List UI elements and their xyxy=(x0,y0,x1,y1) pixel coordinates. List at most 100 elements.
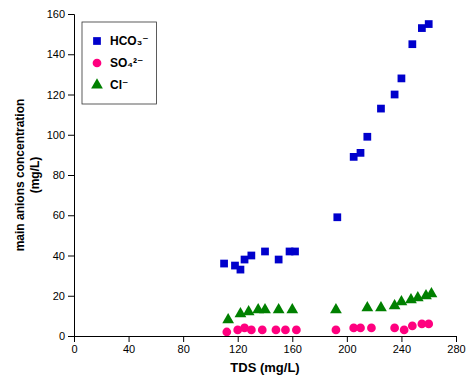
y-axis-line xyxy=(68,15,75,337)
legend-frame xyxy=(82,22,157,104)
point xyxy=(425,20,433,28)
point xyxy=(275,256,283,264)
y-tick-mark xyxy=(68,175,74,176)
point xyxy=(222,328,231,336)
point xyxy=(390,324,399,333)
x-tick: 120 xyxy=(229,336,247,355)
x-tick-mark xyxy=(292,336,293,342)
series xyxy=(222,287,437,323)
legend-symbol xyxy=(91,78,103,88)
y-axis-title-line: (mg/L) xyxy=(28,157,42,194)
x-tick: 0 xyxy=(71,336,77,355)
legend-label: HCO₃⁻ xyxy=(110,34,149,48)
y-axis: 0 20 40 60 80 100 120 140 160 xyxy=(47,8,75,342)
y-tick-mark xyxy=(68,256,74,257)
series xyxy=(222,320,433,336)
x-tick: 40 xyxy=(123,336,135,355)
x-tick: 160 xyxy=(284,336,302,355)
y-tick: 20 xyxy=(53,290,74,302)
point xyxy=(356,324,365,333)
point xyxy=(241,256,249,264)
point xyxy=(375,301,387,311)
x-tick-mark xyxy=(183,336,184,342)
legend-symbol xyxy=(93,37,101,45)
x-tick-mark xyxy=(401,336,402,342)
y-tick-mark xyxy=(68,336,74,337)
y-tick-label: 140 xyxy=(47,48,65,60)
point xyxy=(357,149,365,157)
y-axis-title: main anions concentration(mg/L) xyxy=(13,99,41,252)
y-tick-mark xyxy=(68,135,74,136)
point xyxy=(286,303,298,313)
legend: HCO₃⁻ SO₄²⁻ Cl⁻ xyxy=(82,22,157,104)
point xyxy=(391,91,399,99)
x-tick-mark xyxy=(456,336,457,342)
point xyxy=(247,252,255,260)
point xyxy=(408,322,417,331)
y-tick-label: 100 xyxy=(47,129,65,141)
y-tick: 100 xyxy=(47,129,74,141)
legend-label: Cl⁻ xyxy=(110,78,128,92)
y-tick-label: 80 xyxy=(53,169,65,181)
y-tick-label: 20 xyxy=(53,290,65,302)
point xyxy=(222,313,234,323)
x-axis-title: TDS (mg/L) xyxy=(230,360,299,375)
point xyxy=(281,326,290,335)
point xyxy=(418,24,426,32)
x-tick-label: 40 xyxy=(123,343,135,355)
point xyxy=(333,213,341,221)
point xyxy=(258,326,267,335)
x-tick-label: 0 xyxy=(71,343,77,355)
y-tick-mark xyxy=(68,215,74,216)
y-tick: 60 xyxy=(53,209,74,221)
y-tick: 140 xyxy=(47,48,74,60)
point xyxy=(259,303,271,313)
x-tick-mark xyxy=(129,336,130,342)
y-tick: 160 xyxy=(47,8,74,20)
x-tick-label: 280 xyxy=(447,343,465,355)
legend-label: SO₄²⁻ xyxy=(110,56,143,70)
x-tick: 200 xyxy=(338,336,356,355)
point xyxy=(350,153,358,161)
x-tick-label: 120 xyxy=(229,343,247,355)
point xyxy=(330,303,342,313)
x-tick: 280 xyxy=(447,336,465,355)
point xyxy=(424,320,433,329)
y-tick-label: 40 xyxy=(53,250,65,262)
point xyxy=(247,326,256,335)
y-tick-mark xyxy=(68,296,74,297)
y-tick: 40 xyxy=(53,250,74,262)
x-axis: 0 40 80 120 160 200 240 280 xyxy=(71,336,465,355)
point xyxy=(272,326,281,335)
point xyxy=(273,303,285,313)
point xyxy=(292,326,301,335)
y-tick-mark xyxy=(68,54,74,55)
point xyxy=(408,40,416,48)
point xyxy=(361,301,373,311)
y-tick-label: 120 xyxy=(47,89,65,101)
point xyxy=(261,248,269,256)
y-axis-title-line: main anions concentration xyxy=(13,99,27,252)
x-tick: 240 xyxy=(393,336,411,355)
y-tick: 80 xyxy=(53,169,74,181)
point xyxy=(396,295,408,305)
point xyxy=(400,326,409,335)
x-axis-line xyxy=(75,337,457,343)
y-tick: 0 xyxy=(59,330,74,342)
y-tick-mark xyxy=(68,14,74,15)
legend-symbol xyxy=(93,59,102,68)
point xyxy=(363,133,371,141)
y-tick-label: 0 xyxy=(59,330,65,342)
point xyxy=(220,260,228,268)
x-tick-label: 80 xyxy=(178,343,190,355)
point xyxy=(426,287,438,297)
y-tick-label: 160 xyxy=(47,8,65,20)
point xyxy=(237,266,245,274)
point xyxy=(398,75,406,83)
point xyxy=(377,105,385,113)
plot-area xyxy=(220,20,437,336)
x-tick-label: 160 xyxy=(284,343,302,355)
x-tick-mark xyxy=(238,336,239,342)
series xyxy=(220,20,432,273)
chart: 0 40 80 120 160 200 240 280 0 20 40 60 80 100 120 140 16… xyxy=(0,0,474,382)
